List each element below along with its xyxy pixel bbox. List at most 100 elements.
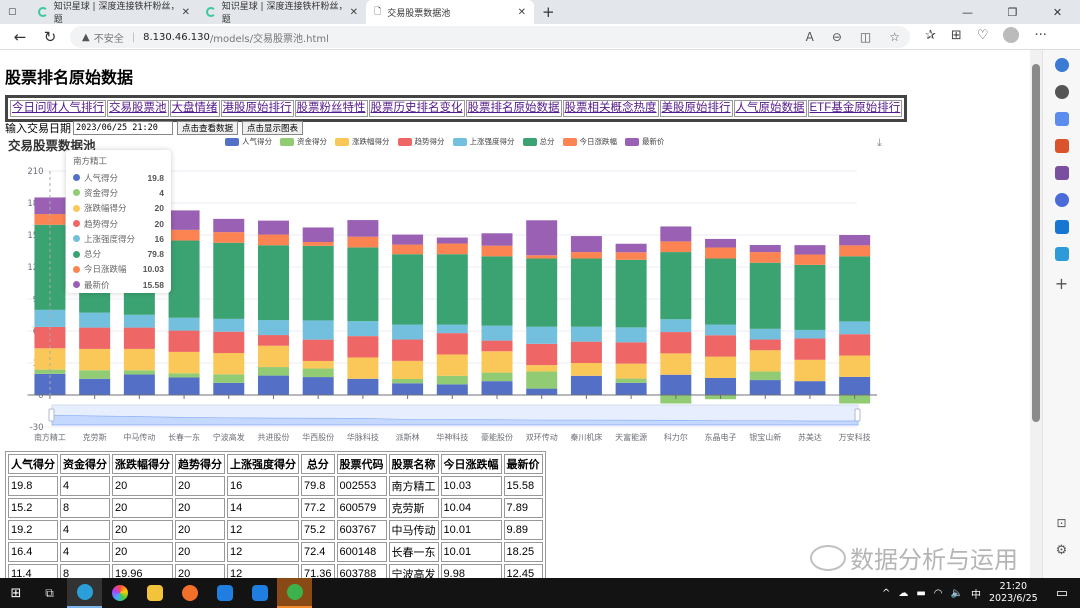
profile-avatar[interactable] [1003,27,1020,43]
add-icon[interactable]: + [1054,274,1069,293]
bar-segment [570,252,602,259]
slider-handle-left[interactable] [48,408,55,422]
bar-segment [660,332,692,354]
search-icon[interactable] [1054,85,1069,99]
table-cell: 16.4 [8,542,58,562]
start-icon[interactable]: ⊞ [10,585,22,601]
show-chart-button[interactable]: 点击显示图表 [242,121,304,135]
browser-essentials-icon[interactable]: ♡ [976,27,989,43]
close-tab-icon[interactable]: ✕ [181,6,190,18]
bar-segment [168,317,200,331]
browser-tab[interactable]: 知识星球 | 深度连接铁杆粉丝，题 ✕ [30,0,198,25]
nav-link[interactable]: 大盘情绪 [169,100,220,117]
legend-item[interactable]: 今日涨跌幅 [562,136,617,147]
close-window-icon[interactable]: ✕ [1052,5,1063,19]
table-row: 19.8 4 20 20 16 79.8 002553 南方精工 10.03 15.58 [8,476,543,496]
nav-link[interactable]: 股票排名原始数据 [465,100,562,117]
outlook-icon[interactable] [1054,220,1069,234]
slider-handle-right[interactable] [854,408,861,422]
reader-icon[interactable]: ◫ [859,30,872,44]
app-taskbar-icon[interactable] [102,578,137,608]
zoom-out-icon[interactable]: ⊖ [831,30,842,44]
nav-link[interactable]: 美股原始排行 [659,100,733,117]
app-taskbar-icon[interactable] [242,578,277,608]
screenshot-icon[interactable]: ⊡ [1056,516,1067,530]
volume-icon[interactable]: 🔈 [950,587,963,599]
security-label: 不安全 [93,33,124,45]
more-icon[interactable]: ··· [1034,27,1047,43]
read-aloud-icon[interactable]: A [805,30,814,44]
scrollbar-thumb[interactable] [1032,64,1040,422]
new-tab-button[interactable]: + [542,3,555,21]
date-input[interactable] [73,121,173,135]
tab-actions-icon[interactable]: ▢ [8,7,17,17]
close-tab-icon[interactable]: ✕ [349,6,358,18]
legend-item[interactable]: 涨跌幅得分 [335,136,390,147]
address-bar[interactable]: ▲ 不安全 | 8.130.46.130/models/交易股票池.html A… [70,26,910,48]
table-cell: 12.45 [503,564,543,578]
send-icon[interactable] [1054,247,1069,261]
firefox-taskbar-icon[interactable] [172,578,207,608]
favorite-icon[interactable]: ☆ [889,30,900,44]
nav-link[interactable]: 交易股票池 [107,100,169,117]
show-hidden-icon[interactable]: ^ [881,587,891,599]
clock[interactable]: 21:20 2023/6/25 [989,581,1038,605]
legend-item[interactable]: 趋势得分 [397,136,445,147]
download-icon[interactable]: ⤓ [877,137,882,149]
bing-icon[interactable] [1054,58,1069,72]
maximize-icon[interactable]: ❐ [1007,5,1018,19]
favorites-icon[interactable]: ✰ [925,27,936,43]
legend-item[interactable]: 最新价 [625,136,665,147]
collections-icon[interactable]: ⊞ [950,27,962,43]
x-tick-label: 秦川机床 [570,432,602,442]
browser-tab-active[interactable]: 🗋 交易股票数据池 ✕ [366,0,534,24]
view-data-button[interactable]: 点击查看数据 [177,121,239,135]
tools-icon[interactable] [1054,139,1069,153]
refresh-icon[interactable]: ↻ [43,27,57,46]
table-cell: 15.2 [8,498,58,518]
network-icon[interactable]: ☁ [898,587,909,599]
tooltip-series-name: 最新价 [84,279,110,290]
tab-strip: ▢ 知识星球 | 深度连接铁杆粉丝，题 ✕ 知识星球 | 深度连接铁杆粉丝，题 ✕ … [0,0,1080,25]
notifications-icon[interactable]: ▭ [1055,585,1068,601]
close-tab-icon[interactable]: ✕ [517,6,526,18]
minimize-icon[interactable]: — [962,5,973,19]
legend-item[interactable]: 总分 [522,136,555,147]
back-icon[interactable]: ← [13,27,27,46]
bar-segment [615,252,647,260]
bar-segment [392,379,424,384]
table-cell: 600579 [336,498,387,518]
browser-tab[interactable]: 知识星球 | 深度连接铁杆粉丝，题 ✕ [198,0,366,25]
nav-link[interactable]: 今日问财人气排行 [10,100,106,117]
nav-link[interactable]: 股票相关概念热度 [562,100,659,117]
task-view-icon[interactable]: ⧉ [45,585,54,600]
games-icon[interactable] [1054,166,1069,180]
legend-item[interactable]: 资金得分 [280,136,327,147]
bar-segment [436,375,468,385]
bar-segment [705,324,737,336]
table-cell: 10.04 [440,498,502,518]
nav-link[interactable]: 港股原始排行 [220,100,294,117]
legend-item[interactable]: 人气得分 [225,136,272,147]
battery-icon[interactable]: ▬ [916,587,926,599]
vertical-scrollbar[interactable] [1030,50,1042,578]
ime-indicator[interactable]: 中 [970,589,981,601]
bar-segment [168,229,200,241]
nav-link[interactable]: 股票粉丝特性 [294,100,368,117]
divider: | [131,31,136,43]
shopping-icon[interactable] [1054,112,1069,126]
app-taskbar-icon[interactable] [207,578,242,608]
settings-icon[interactable]: ⚙ [1055,543,1068,558]
edge-taskbar-icon[interactable] [67,578,102,608]
date-label: 输入交易日期 [5,123,71,135]
wifi-icon[interactable]: ◠ [933,587,943,599]
legend-item[interactable]: 上涨强度得分 [452,136,515,147]
nav-link[interactable]: ETF基金原始排行 [807,100,903,117]
nav-link[interactable]: 人气原始数据 [733,100,807,117]
x-tick-label: 中马传动 [123,432,155,442]
office-icon[interactable] [1054,193,1069,207]
wechat-taskbar-icon[interactable] [277,578,312,608]
explorer-taskbar-icon[interactable] [137,578,172,608]
tooltip-value: 79.8 [147,249,164,260]
nav-link[interactable]: 股票历史排名变化 [368,100,465,117]
